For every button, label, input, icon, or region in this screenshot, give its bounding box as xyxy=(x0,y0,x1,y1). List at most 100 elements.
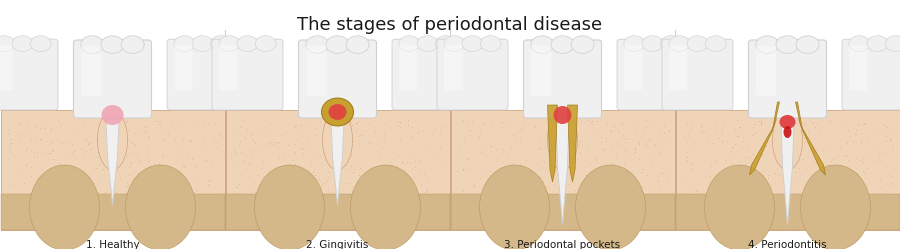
Point xyxy=(435,124,449,128)
Point xyxy=(397,173,411,177)
Point xyxy=(348,128,363,132)
Point xyxy=(255,176,269,180)
Text: The stages of periodontal disease: The stages of periodontal disease xyxy=(297,16,603,34)
Point xyxy=(473,150,488,154)
Point xyxy=(648,142,662,146)
Point xyxy=(533,175,547,179)
Point xyxy=(204,159,219,163)
Point xyxy=(614,122,628,126)
Point xyxy=(32,180,47,184)
Point xyxy=(452,148,466,152)
Point xyxy=(881,172,896,176)
Point xyxy=(772,134,787,138)
Point xyxy=(120,137,134,141)
Point xyxy=(828,191,842,195)
Ellipse shape xyxy=(554,106,572,124)
Point xyxy=(11,195,25,199)
Point xyxy=(711,176,725,180)
Ellipse shape xyxy=(575,165,645,249)
Point xyxy=(130,187,145,191)
Point xyxy=(620,136,634,140)
Point xyxy=(644,139,659,143)
Point xyxy=(564,124,579,128)
Point xyxy=(144,169,158,173)
Point xyxy=(698,130,712,134)
Point xyxy=(332,183,347,187)
Point xyxy=(109,190,123,194)
Ellipse shape xyxy=(669,36,689,52)
Point xyxy=(333,160,347,164)
Point xyxy=(33,137,48,141)
Point xyxy=(430,156,445,160)
Point xyxy=(169,188,184,192)
Point xyxy=(703,193,717,197)
Point xyxy=(753,120,768,124)
Text: 2. Gingivitis: 2. Gingivitis xyxy=(306,240,369,249)
Point xyxy=(263,140,277,144)
Point xyxy=(111,139,125,143)
Point xyxy=(540,154,554,158)
Point xyxy=(819,146,833,150)
Point xyxy=(634,135,648,139)
Point xyxy=(753,123,768,127)
Point xyxy=(884,136,898,140)
Point xyxy=(249,173,264,177)
Point xyxy=(333,196,347,200)
Point xyxy=(346,170,361,174)
Point xyxy=(122,165,136,169)
Point xyxy=(13,137,27,141)
Point xyxy=(572,151,587,155)
Point xyxy=(80,141,94,145)
Ellipse shape xyxy=(772,110,803,170)
Point xyxy=(67,148,81,152)
Point xyxy=(677,135,691,139)
Point xyxy=(335,193,349,197)
Point xyxy=(472,136,486,140)
Point xyxy=(120,180,134,184)
Point xyxy=(568,165,582,169)
Point xyxy=(492,176,507,180)
Point xyxy=(184,138,198,142)
Point xyxy=(656,131,670,135)
Point xyxy=(79,138,94,142)
Point xyxy=(683,166,698,170)
Point xyxy=(653,171,668,175)
Point xyxy=(598,139,613,143)
Point xyxy=(224,155,238,159)
Point xyxy=(288,150,302,154)
Point xyxy=(547,183,562,187)
Point xyxy=(151,119,166,123)
Ellipse shape xyxy=(192,36,213,52)
Point xyxy=(727,127,742,131)
Point xyxy=(695,129,709,133)
Point xyxy=(741,170,755,174)
Point xyxy=(725,145,740,149)
Point xyxy=(877,123,891,127)
Point xyxy=(680,158,694,162)
FancyBboxPatch shape xyxy=(81,46,102,96)
Point xyxy=(97,190,112,194)
Point xyxy=(517,121,531,125)
Point xyxy=(533,146,547,150)
Point xyxy=(813,132,827,136)
Point xyxy=(740,172,754,176)
Point xyxy=(559,130,573,134)
Polygon shape xyxy=(1,110,224,230)
Point xyxy=(614,194,628,198)
Point xyxy=(76,119,90,123)
Point xyxy=(179,190,194,194)
Point xyxy=(618,168,633,172)
Point xyxy=(3,182,17,186)
Point xyxy=(684,192,698,196)
Point xyxy=(141,134,156,138)
Point xyxy=(130,196,144,200)
Point xyxy=(343,167,357,171)
Point xyxy=(406,186,420,189)
FancyBboxPatch shape xyxy=(306,46,327,96)
Point xyxy=(679,196,693,200)
Point xyxy=(615,134,629,138)
Point xyxy=(640,173,654,177)
Point xyxy=(78,149,93,153)
Point xyxy=(856,123,870,127)
Point xyxy=(367,180,382,184)
